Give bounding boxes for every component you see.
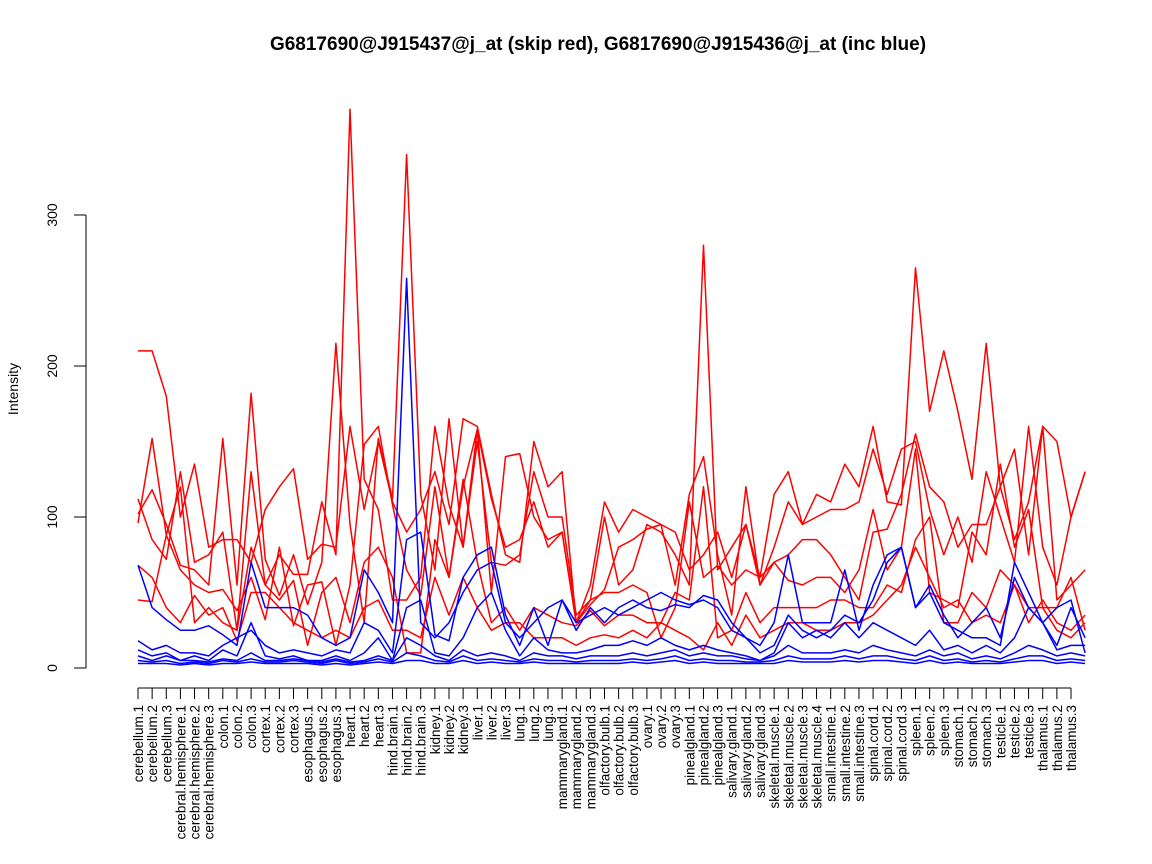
inc-blue-series-line-7	[137, 277, 1086, 654]
x-tick-label: skeletal.muscle.1	[767, 705, 782, 809]
x-tick-label: spleen.3	[937, 705, 952, 756]
inc-blue-series-line-11	[137, 652, 1086, 665]
skip-red-series-line-2	[137, 153, 1086, 624]
x-tick-label: skeletal.muscle.3	[795, 705, 810, 809]
plot-lines	[137, 108, 1086, 666]
x-tick-label: colon.2	[230, 705, 245, 749]
x-tick-label: kidney.3	[456, 705, 471, 754]
inc-blue-series-line-12	[138, 659, 1086, 666]
x-tick-label: skeletal.muscle.4	[810, 705, 825, 809]
x-tick-label: ovary.2	[654, 705, 669, 748]
x-tick-label: spinal.cord.1	[866, 705, 881, 782]
x-tick-label: pinealgland.1	[682, 705, 697, 785]
x-tick-label: hind.brain.3	[414, 705, 429, 776]
x-tick-label: small.intestine.3	[852, 705, 867, 802]
x-tick-label: stomach.3	[979, 705, 994, 767]
x-tick-label: kidney.1	[428, 705, 443, 754]
x-axis: cerebellum.1 cerebellum.2 cerebellum.3 cere…	[131, 687, 1079, 839]
skip-red-series-line-5	[137, 437, 1086, 654]
x-tick-label: skeletal.muscle.2	[781, 705, 796, 809]
x-tick-label: hind.brain.1	[386, 705, 401, 776]
y-tick-label: 300	[44, 203, 60, 227]
y-tick-label: 0	[44, 664, 60, 672]
y-axis: 0 100 200 300	[44, 203, 87, 672]
x-tick-label: heart.2	[357, 705, 372, 747]
x-tick-label: cerebral.hemisphere.1	[173, 705, 188, 839]
x-tick-label: olfactory.bulb.2	[612, 705, 627, 796]
x-tick-label: liver.1	[470, 705, 485, 740]
x-tick-label: liver.3	[499, 705, 514, 740]
x-tick-label: spleen.1	[909, 705, 924, 756]
x-tick-label: olfactory.bulb.1	[598, 705, 613, 796]
y-tick-label: 200	[44, 354, 60, 378]
x-tick-label: salivary.gland.2	[739, 705, 754, 798]
x-tick-label: cerebral.hemisphere.2	[188, 705, 203, 839]
x-tick-label: lung.1	[513, 705, 528, 742]
x-tick-label: small.intestine.1	[824, 705, 839, 802]
x-tick-label: salivary.gland.3	[753, 705, 768, 798]
x-tick-label: ovary.1	[640, 705, 655, 748]
x-tick-label: lung.2	[527, 705, 542, 742]
x-tick-label: pinealgland.2	[697, 705, 712, 785]
x-tick-label: cerebellum.1	[131, 705, 146, 782]
skip-red-series-line-1	[138, 267, 1086, 624]
x-tick-label: cortex.3	[287, 705, 302, 753]
y-axis-label: Intensity	[5, 363, 21, 415]
y-tick-label: 100	[44, 505, 60, 529]
x-tick-label: mammarygland.2	[569, 705, 584, 809]
x-tick-label: liver.2	[484, 705, 499, 740]
x-tick-label: heart.1	[343, 705, 358, 747]
x-tick-label: spinal.cord.3	[894, 705, 909, 782]
x-tick-label: stomach.2	[965, 705, 980, 767]
x-tick-label: colon.3	[244, 705, 259, 749]
x-tick-label: colon.1	[216, 705, 231, 749]
x-tick-label: spleen.2	[923, 705, 938, 756]
x-tick-label: cerebral.hemisphere.3	[202, 705, 217, 839]
x-tick-label: esophagus.3	[329, 705, 344, 782]
skip-red-series-line-6	[137, 546, 1086, 651]
x-tick-label: spinal.cord.2	[880, 705, 895, 782]
inc-blue-series-line-10	[137, 637, 1086, 663]
x-tick-label: cerebellum.3	[159, 705, 174, 782]
x-tick-label: pinealgland.3	[711, 705, 726, 785]
x-tick-label: olfactory.bulb.3	[626, 705, 641, 796]
inc-blue-series-line-8	[137, 531, 1086, 657]
x-tick-label: testicle.1	[993, 705, 1008, 758]
x-tick-label: stomach.1	[951, 705, 966, 767]
x-tick-label: testicle.3	[1022, 705, 1037, 758]
x-tick-label: salivary.gland.1	[725, 705, 740, 798]
x-tick-label: cerebellum.2	[145, 705, 160, 782]
x-tick-label: cortex.1	[258, 705, 273, 753]
x-tick-label: small.intestine.2	[838, 705, 853, 802]
x-tick-label: thalamus.2	[1050, 705, 1065, 771]
x-tick-label: lung.3	[541, 705, 556, 742]
x-tick-label: hind.brain.2	[400, 705, 415, 776]
x-tick-label: testicle.2	[1008, 705, 1023, 758]
x-tick-label: esophagus.2	[315, 705, 330, 782]
x-tick-label: heart.3	[371, 705, 386, 747]
x-tick-label: kidney.2	[442, 705, 457, 754]
x-tick-label: mammarygland.3	[583, 705, 598, 809]
skip-red-series-line-4	[137, 425, 1086, 647]
x-tick-label: mammarygland.1	[555, 705, 570, 809]
x-tick-label: cortex.2	[272, 705, 287, 753]
skip-red-series-line-3	[137, 108, 1086, 632]
x-tick-label: ovary.3	[668, 705, 683, 748]
x-tick-label: esophagus.1	[301, 705, 316, 782]
inc-blue-series-line-9	[137, 591, 1086, 662]
x-tick-label: thalamus.3	[1064, 705, 1079, 771]
chart-title: G6817690@J915437@j_at (skip red), G68176…	[270, 34, 926, 55]
x-tick-label: thalamus.1	[1036, 705, 1051, 771]
